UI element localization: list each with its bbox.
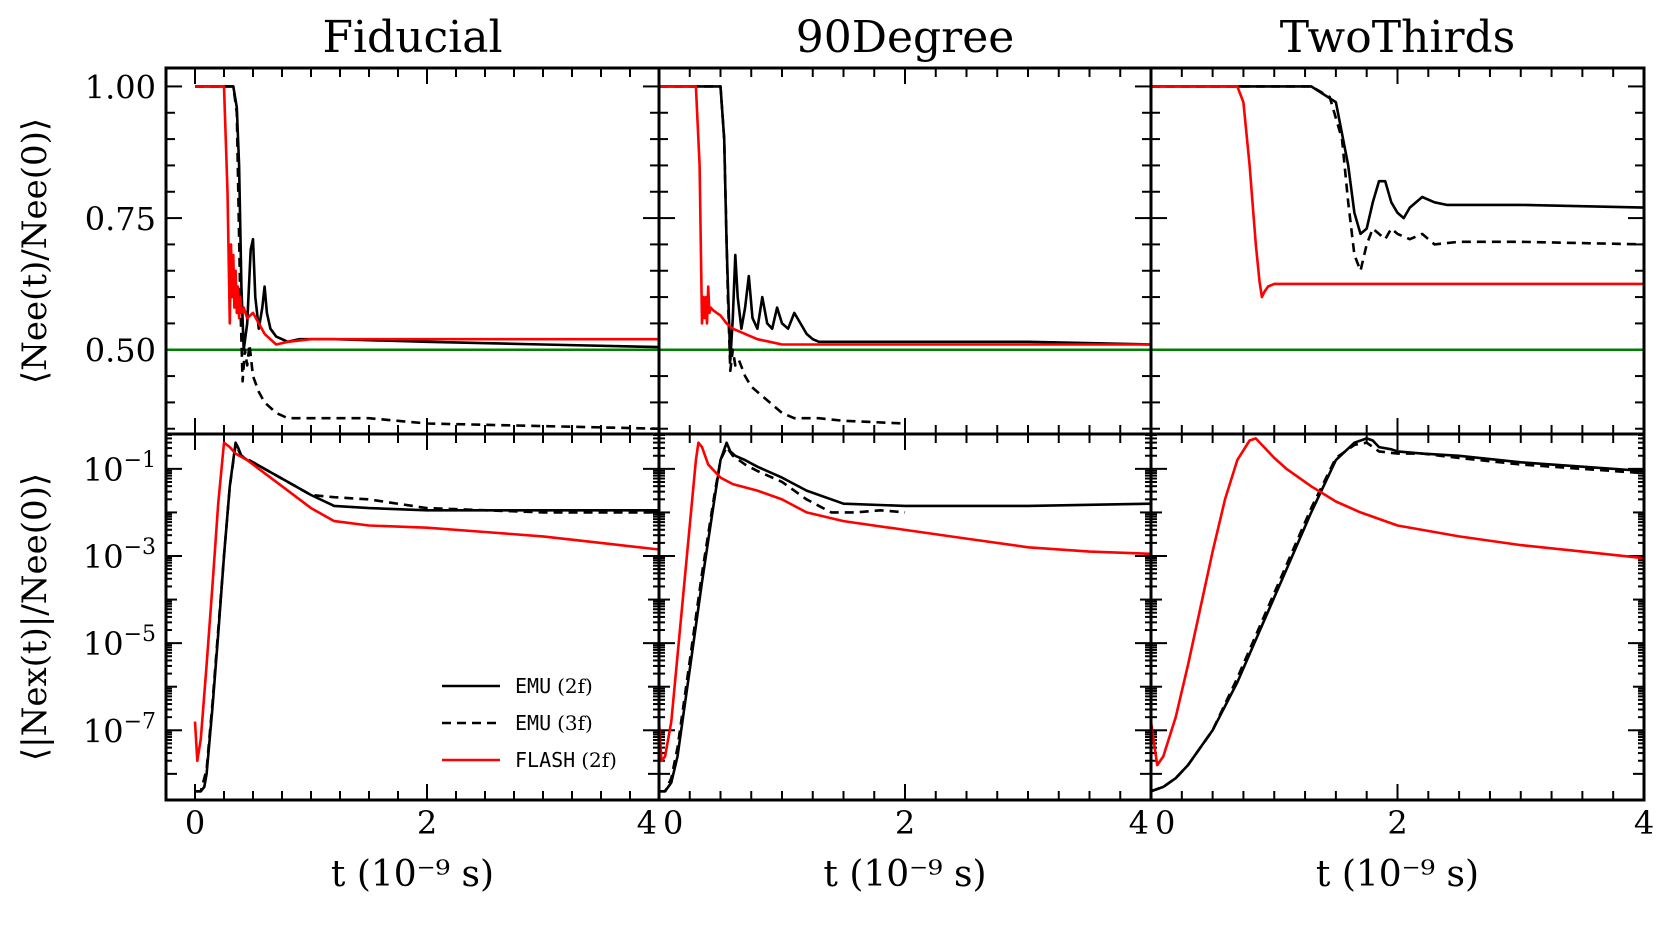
y-tick-label: 1.00	[85, 68, 156, 106]
series-flash-2f	[1151, 437, 1644, 767]
series-flash-2f	[193, 441, 659, 763]
y-tick-label: 0.75	[85, 200, 156, 238]
series-emu-3f	[195, 443, 659, 793]
series-group	[193, 441, 659, 793]
panels: Fiducial 0.50 0.75 1.00 ⟨Nee(t)/Nee(0)⟩ 90Deg…	[15, 12, 1654, 895]
y-axis-label: ⟨|Nex(t)|/Nee(0)⟩	[15, 473, 55, 761]
y-tick-label: 10−5	[83, 622, 156, 663]
x-tick-label: 4	[1634, 804, 1654, 842]
series-group	[1151, 85, 1644, 299]
x-tick-label: 0	[185, 804, 205, 842]
series-group	[659, 85, 1151, 425]
x-tick-label: 2	[1387, 804, 1407, 842]
series-flash-2f	[659, 85, 1151, 346]
panel-title: Fiducial	[322, 12, 502, 63]
panel-frame	[1149, 66, 1646, 436]
legend-label: EMU (3f)	[515, 711, 593, 735]
x-axis-label: t (10⁻⁹ s)	[823, 854, 986, 895]
y-tick-label: 10−3	[83, 535, 156, 576]
x-tick-label: 0	[1155, 804, 1175, 842]
series-emu-3f	[1151, 441, 1644, 793]
series-emu-2f	[195, 441, 659, 793]
ticks	[659, 68, 1151, 434]
panel-frame	[657, 432, 1153, 802]
series-flash-2f	[659, 441, 1151, 763]
panel-title: TwoThirds	[1280, 12, 1515, 63]
series-flash-2f	[1151, 85, 1644, 299]
panel-top-middle: 90Degree	[657, 12, 1153, 436]
ticks	[659, 433, 1151, 800]
legend-label: EMU (2f)	[515, 674, 593, 698]
series-emu-2f	[1151, 85, 1644, 236]
ticks	[1151, 68, 1644, 434]
series-group	[195, 85, 659, 430]
x-tick-label: 2	[895, 804, 915, 842]
x-axis-label: t (10⁻⁹ s)	[331, 854, 494, 895]
y-tick-label: 10−1	[83, 448, 156, 489]
series-emu-3f	[659, 445, 906, 793]
x-tick-label: 4	[1129, 804, 1149, 842]
panel-top-left: Fiducial 0.50 0.75 1.00 ⟨Nee(t)/Nee(0)⟩	[15, 12, 661, 436]
y-axis-label: ⟨Nee(t)/Nee(0)⟩	[15, 118, 55, 384]
ticks	[1151, 433, 1644, 800]
panel-bottom-right: 0 2 4 t (10⁻⁹ s)	[1149, 432, 1654, 895]
series-emu-2f	[195, 85, 659, 351]
x-tick-label: 0	[663, 804, 683, 842]
panel-bottom-middle: 0 2 4 t (10⁻⁹ s)	[657, 432, 1153, 895]
series-flash-2f	[195, 85, 659, 346]
series-emu-2f	[659, 441, 1151, 793]
y-tick-label: 0.50	[85, 332, 156, 370]
series-group	[1151, 437, 1644, 793]
legend-label: FLASH (2f)	[515, 748, 617, 772]
y-tick-label: 10−7	[83, 709, 156, 750]
series-group	[659, 441, 1151, 793]
panel-top-right: TwoThirds	[1149, 12, 1646, 436]
legend: EMU (2f) EMU (3f) FLASH (2f)	[442, 674, 617, 772]
ticks	[166, 433, 659, 800]
panel-title: 90Degree	[796, 12, 1015, 63]
panel-bottom-left: 10−7 10−5 10−3 10−1 0 2 4 t (10⁻⁹ s) ⟨|Nex(t)|/N…	[15, 432, 661, 895]
series-emu-3f	[195, 85, 659, 430]
x-axis-label: t (10⁻⁹ s)	[1316, 854, 1479, 895]
series-emu-2f	[659, 85, 1151, 362]
series-emu-3f	[1151, 85, 1644, 272]
x-tick-label: 2	[417, 804, 437, 842]
panel-frame	[164, 432, 661, 802]
x-tick-label: 4	[637, 804, 657, 842]
panel-frame	[1149, 432, 1646, 802]
panel-frame	[657, 66, 1153, 436]
series-emu-2f	[1151, 437, 1644, 793]
series-emu-3f	[659, 85, 906, 425]
